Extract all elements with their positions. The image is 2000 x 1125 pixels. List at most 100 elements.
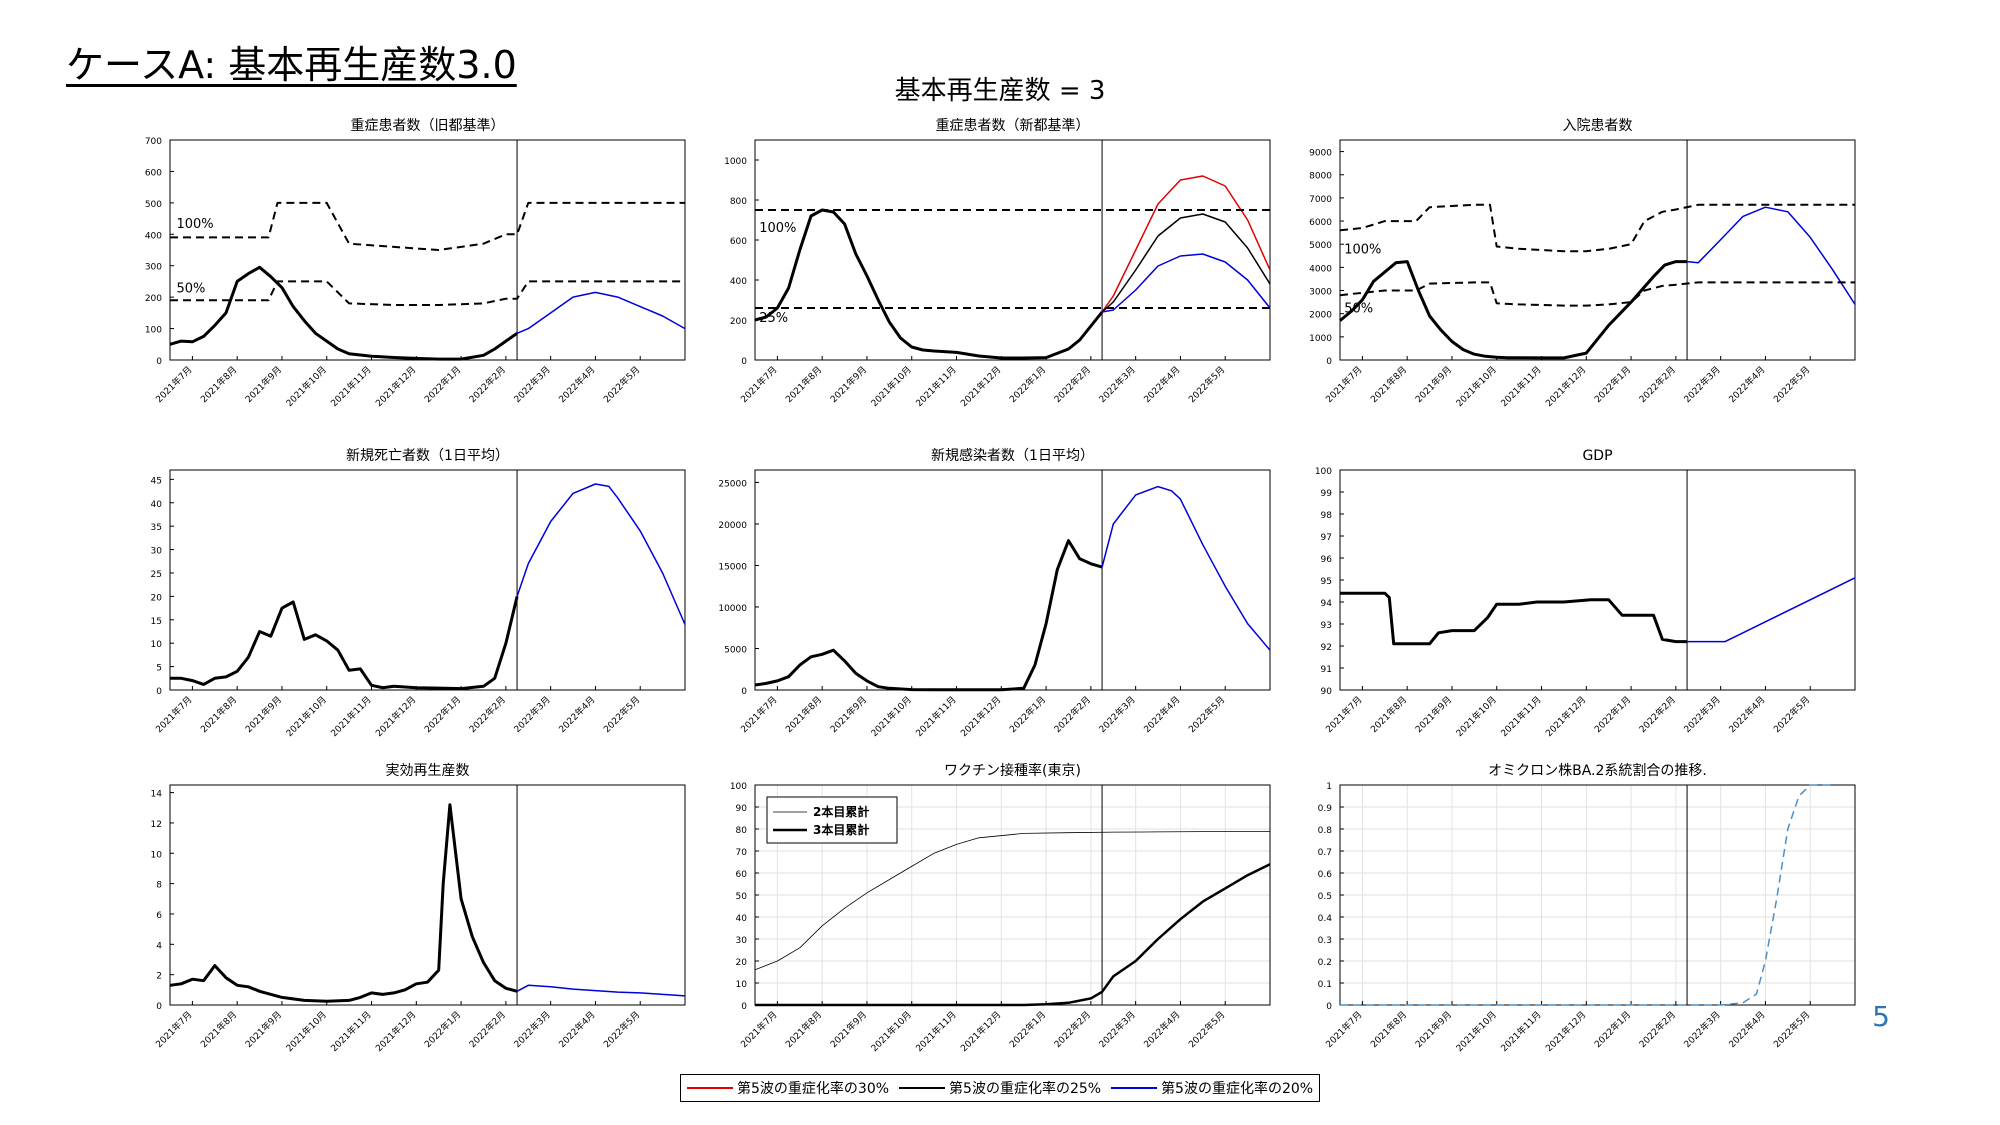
series-line bbox=[516, 483, 686, 625]
y-tick-label: 40 bbox=[736, 914, 748, 924]
threshold-label: 50% bbox=[1344, 302, 1373, 317]
x-tick-label: 2021年11月 bbox=[1498, 694, 1544, 740]
y-tick-label: 10 bbox=[151, 640, 163, 650]
y-tick-label: 25 bbox=[151, 570, 162, 580]
x-tick-label: 2021年10月 bbox=[1453, 1009, 1499, 1055]
x-tick-label: 2022年2月 bbox=[1637, 694, 1678, 735]
series-line bbox=[516, 291, 686, 334]
series-line bbox=[170, 280, 685, 306]
y-tick-label: 400 bbox=[730, 277, 747, 287]
y-tick-label: 600 bbox=[730, 237, 747, 247]
x-tick-label: 2022年4月 bbox=[1726, 694, 1767, 735]
x-tick-label: 2022年4月 bbox=[556, 364, 597, 405]
y-tick-label: 94 bbox=[1321, 599, 1333, 609]
x-tick-label: 2021年7月 bbox=[738, 694, 779, 735]
y-tick-label: 35 bbox=[151, 523, 162, 533]
x-tick-label: 2021年7月 bbox=[738, 364, 779, 405]
y-tick-label: 6 bbox=[156, 911, 162, 921]
x-tick-label: 2022年1月 bbox=[1007, 1009, 1048, 1050]
x-tick-label: 2021年7月 bbox=[153, 364, 194, 405]
series-line bbox=[1340, 784, 1833, 1006]
y-tick-label: 30 bbox=[736, 936, 748, 946]
x-tick-label: 2022年1月 bbox=[422, 364, 463, 405]
x-tick-label: 2022年2月 bbox=[1637, 364, 1678, 405]
y-tick-label: 91 bbox=[1321, 665, 1332, 675]
legend-swatch-25 bbox=[899, 1087, 946, 1089]
legend-item: 第5波の重症化率の30% bbox=[687, 1078, 889, 1098]
y-tick-label: 5000 bbox=[724, 645, 747, 655]
x-tick-label: 2021年9月 bbox=[828, 694, 869, 735]
y-tick-label: 5000 bbox=[1309, 241, 1332, 251]
x-tick-label: 2021年9月 bbox=[243, 694, 284, 735]
y-tick-label: 0 bbox=[156, 357, 162, 367]
chart-panel: 重症患者数（旧都基準） 0 100 200 300 400 500 600 700 2021年7月… bbox=[145, 117, 686, 409]
plot-frame bbox=[169, 469, 686, 691]
plot-frame bbox=[754, 139, 1271, 361]
series-line bbox=[1339, 203, 1855, 253]
x-tick-label: 2022年2月 bbox=[1052, 364, 1093, 405]
x-tick-label: 2022年2月 bbox=[1052, 694, 1093, 735]
y-tick-label: 60 bbox=[736, 870, 748, 880]
y-tick-label: 95 bbox=[1321, 577, 1332, 587]
y-tick-label: 20 bbox=[736, 958, 748, 968]
x-tick-label: 2022年3月 bbox=[511, 364, 552, 405]
x-tick-label: 2021年9月 bbox=[1413, 694, 1454, 735]
y-tick-label: 98 bbox=[1321, 511, 1333, 521]
x-tick-label: 2022年3月 bbox=[1681, 364, 1722, 405]
threshold-label: 50% bbox=[176, 281, 205, 296]
figure-title: 基本再生産数 = 3 bbox=[894, 76, 1106, 106]
series-line bbox=[754, 539, 1103, 692]
x-tick-label: 2021年8月 bbox=[783, 694, 824, 735]
series-line bbox=[170, 596, 519, 691]
chart-legend-box bbox=[766, 796, 898, 844]
x-tick-label: 2021年8月 bbox=[1368, 694, 1409, 735]
x-tick-label: 2022年3月 bbox=[1681, 1009, 1722, 1050]
x-tick-label: 2022年5月 bbox=[1186, 1009, 1227, 1050]
x-tick-label: 2021年8月 bbox=[198, 1009, 239, 1050]
x-tick-label: 2022年1月 bbox=[1592, 364, 1633, 405]
y-tick-label: 5 bbox=[156, 664, 162, 674]
x-tick-label: 2021年9月 bbox=[243, 364, 284, 405]
x-tick-label: 2022年5月 bbox=[1771, 694, 1812, 735]
series-line bbox=[169, 803, 518, 1003]
x-tick-label: 2021年10月 bbox=[868, 364, 914, 410]
y-tick-label: 45 bbox=[151, 476, 162, 486]
x-tick-label: 2021年8月 bbox=[1368, 364, 1409, 405]
x-tick-label: 2022年4月 bbox=[1141, 694, 1182, 735]
y-tick-label: 400 bbox=[145, 231, 162, 241]
x-tick-label: 2022年3月 bbox=[1681, 694, 1722, 735]
y-tick-label: 0.1 bbox=[1318, 980, 1332, 990]
x-tick-label: 2021年11月 bbox=[1498, 364, 1544, 410]
y-tick-label: 96 bbox=[1321, 555, 1333, 565]
y-tick-label: 0.8 bbox=[1318, 826, 1333, 836]
y-tick-label: 25000 bbox=[718, 479, 747, 489]
legend-swatch-30 bbox=[687, 1087, 733, 1089]
threshold-label: 100% bbox=[176, 217, 213, 232]
y-tick-label: 90 bbox=[736, 804, 748, 814]
x-tick-label: 2022年1月 bbox=[422, 694, 463, 735]
y-tick-label: 70 bbox=[736, 848, 748, 858]
figure-legend: 第5波の重症化率の30% 第5波の重症化率の25% 第5波の重症化率の20% bbox=[680, 1074, 1321, 1102]
series-line bbox=[1101, 175, 1271, 313]
chart-title: 新規死亡者数（1日平均） bbox=[346, 448, 509, 464]
threshold-label: 100% bbox=[1344, 242, 1381, 257]
series-line bbox=[1687, 577, 1856, 643]
x-tick-label: 2021年12月 bbox=[958, 364, 1004, 410]
y-tick-label: 1000 bbox=[1309, 334, 1332, 344]
y-tick-label: 0 bbox=[1326, 357, 1332, 367]
x-tick-label: 2021年12月 bbox=[373, 694, 419, 740]
y-tick-label: 80 bbox=[736, 826, 748, 836]
x-tick-label: 2022年3月 bbox=[1096, 694, 1137, 735]
y-tick-label: 40 bbox=[151, 500, 163, 510]
page-number: 5 bbox=[1872, 1000, 1890, 1033]
x-tick-label: 2022年2月 bbox=[467, 1009, 508, 1050]
x-tick-label: 2021年7月 bbox=[1323, 364, 1364, 405]
y-tick-label: 10000 bbox=[718, 604, 747, 614]
x-tick-label: 2021年10月 bbox=[1453, 694, 1499, 740]
y-tick-label: 20000 bbox=[718, 521, 747, 531]
x-tick-label: 2021年11月 bbox=[328, 694, 374, 740]
y-tick-label: 97 bbox=[1321, 533, 1332, 543]
